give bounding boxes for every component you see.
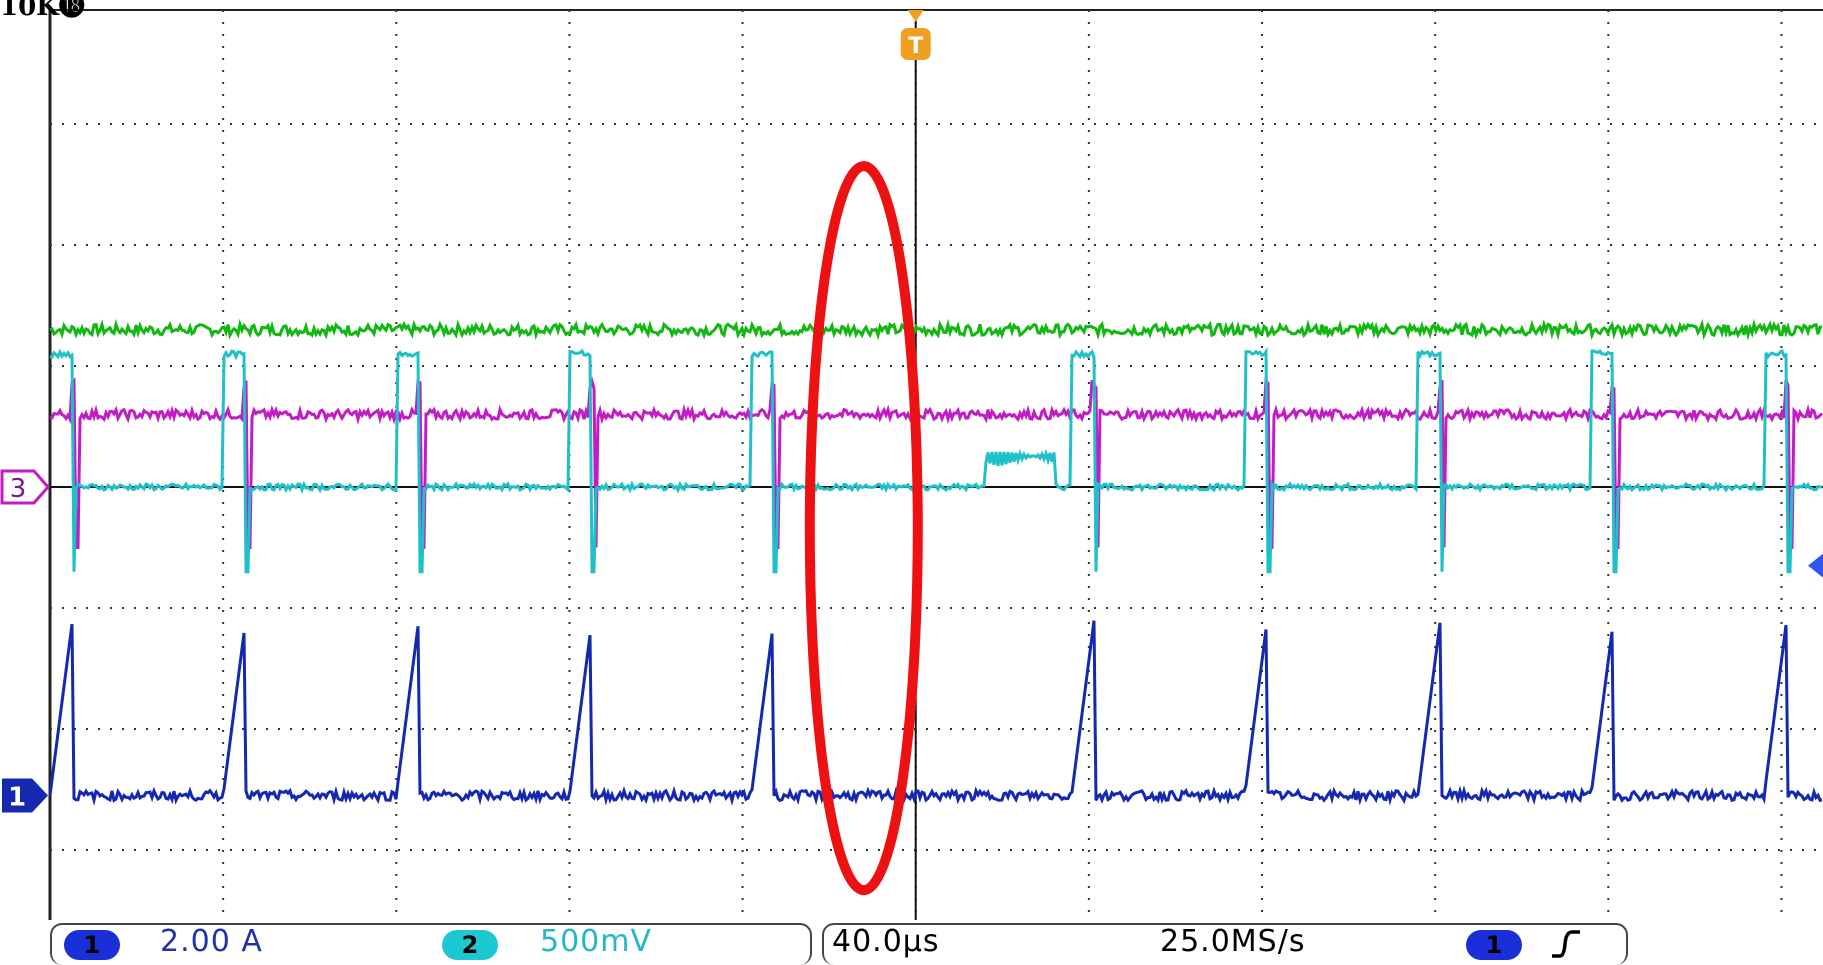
ch1-marker-label: 1 xyxy=(8,783,26,813)
trigger-marker-label: T xyxy=(908,34,923,59)
highlight-ellipse xyxy=(804,161,923,896)
trigger-marker-box xyxy=(900,28,931,60)
trigger-source-badge[interactable]: 1 xyxy=(1466,930,1522,960)
ch1-marker xyxy=(2,778,48,813)
rising-edge-icon[interactable] xyxy=(1548,928,1582,960)
ch1-badge[interactable]: 1 xyxy=(64,930,120,960)
traces xyxy=(48,318,1823,807)
ch2-badge[interactable]: 2 xyxy=(442,930,498,960)
sample-rate: 25.0MS/s xyxy=(1160,924,1306,959)
magenta-trace xyxy=(49,376,1823,549)
graticule xyxy=(48,9,1823,920)
ch2-scale: 500mV xyxy=(540,924,653,959)
ch1-scale: 2.00 A xyxy=(160,924,263,959)
green-trace xyxy=(49,318,1822,341)
blue-trace xyxy=(48,620,1823,807)
channel-status-panel[interactable] xyxy=(50,923,812,965)
trigger-level-arrow xyxy=(1808,553,1823,578)
ch3-marker-label: 3 xyxy=(10,474,27,504)
cyan-trace xyxy=(49,347,1823,574)
markers: T 3 1 xyxy=(0,10,1823,896)
trigger-arrow xyxy=(907,10,924,22)
timebase-value: 40.0µs xyxy=(832,924,940,959)
clipped-top-label: 10K⓲ xyxy=(0,0,85,22)
ch3-marker xyxy=(0,469,50,505)
